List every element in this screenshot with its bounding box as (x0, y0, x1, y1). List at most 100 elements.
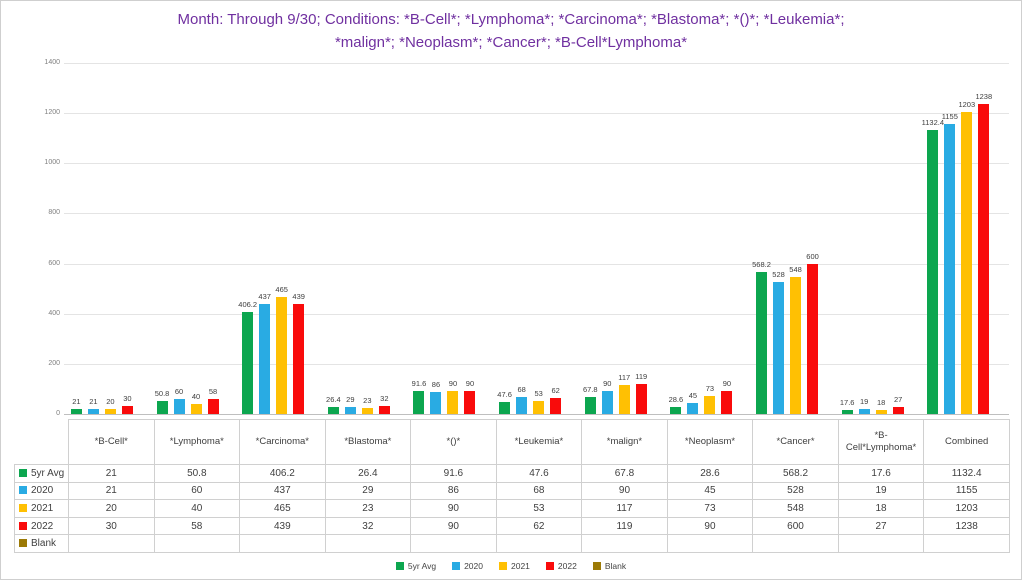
bar-group: 47.6 68 53 62 (496, 62, 582, 414)
table-value-cell (495, 534, 583, 553)
legend-label: 2022 (557, 561, 577, 571)
bar (516, 396, 528, 414)
bar-slot: 32 (378, 62, 390, 414)
table-value-cell (153, 534, 241, 553)
bar-slot: 119 (635, 62, 648, 414)
series-label-cell: 2021 (14, 499, 69, 518)
table-header-cell: *B-Cell* (68, 419, 155, 465)
y-axis-tick-label: 800 (48, 209, 60, 217)
table-value-cell: 1155 (923, 481, 1010, 501)
bar (293, 303, 305, 414)
legend-swatch (499, 562, 507, 570)
bar-value-label: 20 (106, 397, 115, 406)
y-axis-tick-label: 200 (48, 359, 60, 367)
table-value-cell: 27 (837, 516, 925, 536)
bar-slot (910, 62, 921, 414)
table-value-cell: 1238 (923, 516, 1010, 536)
bar-value-label: 58 (208, 387, 218, 397)
gridline (64, 113, 1009, 115)
bar (790, 276, 802, 414)
bar (87, 408, 99, 414)
bar-value-label: 119 (635, 372, 648, 382)
bar-slot (481, 62, 492, 414)
bar-slot: 30 (121, 62, 133, 414)
bar-value-label: 53 (534, 388, 543, 398)
bar-value-label: 29 (346, 394, 355, 404)
bar (978, 103, 990, 414)
bar-value-label: 91.6 (411, 379, 427, 389)
bar-slot: 21 (87, 62, 99, 414)
gridline (64, 313, 1009, 315)
legend-label: Blank (604, 561, 627, 571)
legend-swatch (452, 562, 461, 570)
table-value-cell: 90 (581, 481, 668, 501)
legend-label: 2021 (511, 561, 530, 571)
table-value-cell: 91.6 (410, 464, 497, 483)
table-value-cell: 437 (239, 481, 326, 501)
bar-group: 28.6 45 73 90 (667, 62, 753, 414)
table-header-cell: *Leukemia* (495, 419, 583, 465)
bar-slot: 68 (516, 62, 528, 414)
table-value-cell: 20 (68, 499, 155, 518)
bar-value-label: 90 (722, 379, 732, 389)
table-header-cell: *Lymphoma* (153, 419, 241, 465)
bar (499, 402, 511, 414)
table-header-cell: *Carcinoma* (239, 419, 326, 465)
bar-slot: 62 (550, 62, 562, 414)
bar-value-label: 40 (191, 391, 201, 401)
bar-value-label: 600 (806, 251, 819, 261)
bar-slot: 17.6 (840, 62, 854, 414)
chart-title: Month: Through 9/30; Conditions: *B-Cell… (1, 8, 1021, 54)
bar-slot: 23 (361, 62, 373, 414)
table-row: 2022 30 58 439 32 90 62 119 90 600 27 1238 (14, 516, 1010, 536)
series-color-swatch (19, 539, 27, 548)
table-value-cell: 67.8 (581, 464, 668, 483)
series-label-cell: 2022 (14, 516, 69, 536)
bar (104, 409, 116, 414)
bar (156, 401, 168, 414)
bar-group: 26.4 29 23 32 (325, 62, 411, 414)
table-value-cell: 548 (752, 499, 839, 518)
bar-value-label: 90 (603, 379, 612, 389)
series-label-cell: 5yr Avg (14, 464, 69, 483)
table-value-cell: 119 (581, 516, 668, 536)
table-value-cell: 26.4 (324, 464, 412, 483)
bar-slot: 86 (430, 62, 442, 414)
bar-value-label: 439 (292, 291, 305, 301)
bar (584, 397, 596, 414)
bar-slot: 1132.4 (922, 62, 944, 414)
bar-slot: 91.6 (411, 62, 427, 414)
bar-value-label: 27 (894, 395, 903, 405)
table-value-cell: 439 (239, 516, 326, 536)
bar-slot: 548 (789, 62, 802, 414)
bar-value-label: 21 (89, 396, 98, 406)
legend-label: 2020 (464, 561, 483, 571)
bar-slot (310, 62, 321, 414)
bar (961, 112, 973, 414)
bar (927, 130, 939, 414)
bar-slot: 40 (190, 62, 202, 414)
bar-slot: 58 (207, 62, 219, 414)
bar-slot (225, 62, 236, 414)
chart-data-table: *B-Cell* *Lymphoma* *Carcinoma* *Blastoma* *… (14, 419, 1010, 553)
table-value-cell: 90 (410, 516, 497, 536)
bar-value-label: 21 (72, 396, 81, 406)
bar-value-label: 406.2 (238, 300, 258, 310)
legend-item: 2022 (545, 561, 577, 571)
table-row: 5yr Avg 21 50.8 406.2 26.4 91.6 47.6 67.8 28.6 56… (14, 464, 1010, 483)
bar (721, 391, 733, 414)
table-header-cell: *malign* (581, 419, 668, 465)
table-header-cell: *()* (410, 419, 497, 465)
bar-slot: 18 (875, 62, 887, 414)
bar-value-label: 528 (772, 269, 785, 279)
table-value-cell: 600 (752, 516, 839, 536)
bar (601, 391, 613, 414)
table-value-cell: 58 (153, 516, 241, 536)
bar-slot (995, 62, 1006, 414)
table-value-cell: 21 (68, 464, 155, 483)
bar-slot (653, 62, 664, 414)
y-axis-tick-label: 1000 (44, 159, 60, 167)
bar-slot: 1203 (958, 62, 975, 414)
bar-value-label: 1238 (975, 91, 993, 101)
table-header-cell: Combined (923, 419, 1010, 465)
